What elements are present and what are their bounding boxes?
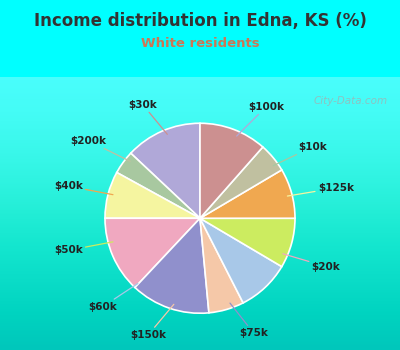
Text: $10k: $10k — [273, 142, 327, 166]
Wedge shape — [200, 123, 263, 218]
Text: $200k: $200k — [70, 136, 130, 161]
Text: $150k: $150k — [130, 304, 174, 340]
Wedge shape — [117, 153, 200, 218]
Wedge shape — [200, 218, 282, 303]
Text: $20k: $20k — [283, 254, 340, 272]
Wedge shape — [200, 147, 282, 218]
Text: $50k: $50k — [54, 242, 113, 256]
Wedge shape — [200, 218, 243, 313]
Text: City-Data.com: City-Data.com — [314, 96, 388, 106]
Wedge shape — [200, 170, 295, 218]
Text: Income distribution in Edna, KS (%): Income distribution in Edna, KS (%) — [34, 12, 366, 30]
Wedge shape — [131, 123, 200, 218]
Text: $30k: $30k — [128, 99, 167, 134]
Text: $40k: $40k — [54, 181, 113, 195]
Text: $100k: $100k — [237, 102, 284, 136]
Text: White residents: White residents — [141, 37, 259, 50]
Wedge shape — [105, 173, 200, 218]
Wedge shape — [105, 218, 200, 287]
Wedge shape — [200, 218, 295, 267]
Wedge shape — [135, 218, 209, 313]
Text: $125k: $125k — [287, 183, 354, 196]
Text: $60k: $60k — [88, 284, 138, 312]
Text: $75k: $75k — [230, 303, 268, 338]
